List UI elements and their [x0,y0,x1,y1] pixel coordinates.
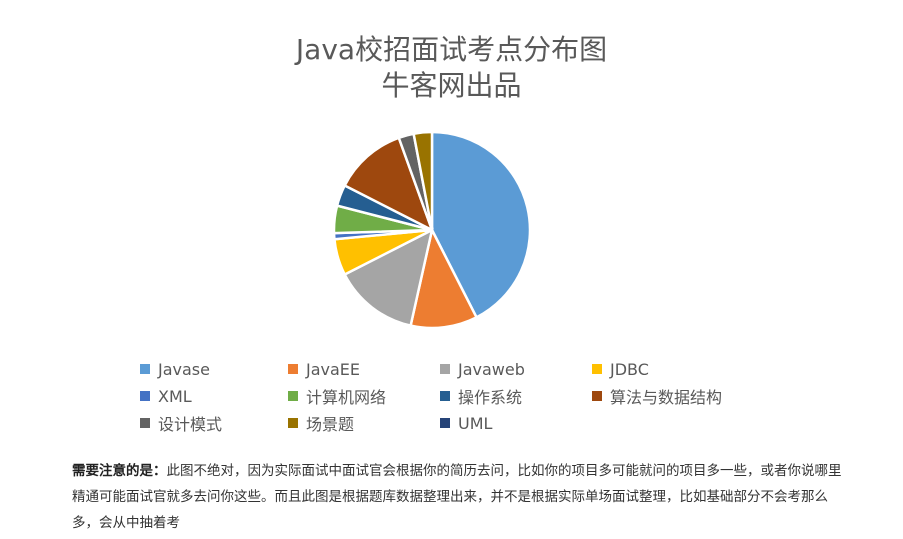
legend-item: JavaEE [288,357,360,381]
legend-swatch [440,418,450,428]
legend-item: 算法与数据结构 [592,384,722,408]
legend-swatch [592,364,602,374]
legend-item: UML [440,411,492,435]
legend-swatch [140,364,150,374]
note-label: 需要注意的是： [72,463,167,479]
legend-label: Javase [158,359,210,379]
legend-label: 设计模式 [158,415,223,434]
pie-slice-10 [412,130,434,231]
legend-item: 操作系统 [440,384,522,408]
legend-swatch [440,364,450,374]
legend-label: XML [158,386,192,406]
note-paragraph: 需要注意的是：此图不绝对，因为实际面试中面试官会根据你的简历去问，比如你的项目多… [72,458,852,536]
legend-item: Javaweb [440,357,525,381]
legend-item: XML [140,384,192,408]
legend-label: UML [458,413,493,433]
legend-swatch [140,391,150,401]
legend-item: 设计模式 [140,411,222,435]
pie-slice-3 [342,227,434,328]
legend-swatch [440,391,450,401]
legend-label: JavaEE [306,359,361,379]
legend-item: 场景题 [288,411,354,435]
legend-swatch [288,418,298,428]
legend-swatch [288,364,298,374]
legend-swatch [288,391,298,401]
chart-subtitle: 牛客网出品 [381,69,522,102]
legend-label: Javaweb [458,359,525,379]
legend-label: 算法与数据结构 [610,388,723,407]
legend-item: 计算机网络 [288,384,386,408]
legend-label: 场景题 [306,415,355,434]
legend-item: Javase [140,357,210,381]
legend-label: JDBC [610,359,649,379]
legend-label: 操作系统 [458,388,523,407]
legend-swatch [140,418,150,428]
note-text: 此图不绝对，因为实际面试中面试官会根据你的简历去问，比如你的项目多可能就问的项目… [72,463,842,531]
pie-slice-1 [430,130,532,320]
legend-label: 计算机网络 [306,388,387,407]
legend-swatch [592,391,602,401]
chart-title: Java校招面试考点分布图 [295,33,608,66]
pie-slice-8 [342,136,435,233]
legend-item: JDBC [592,357,649,381]
